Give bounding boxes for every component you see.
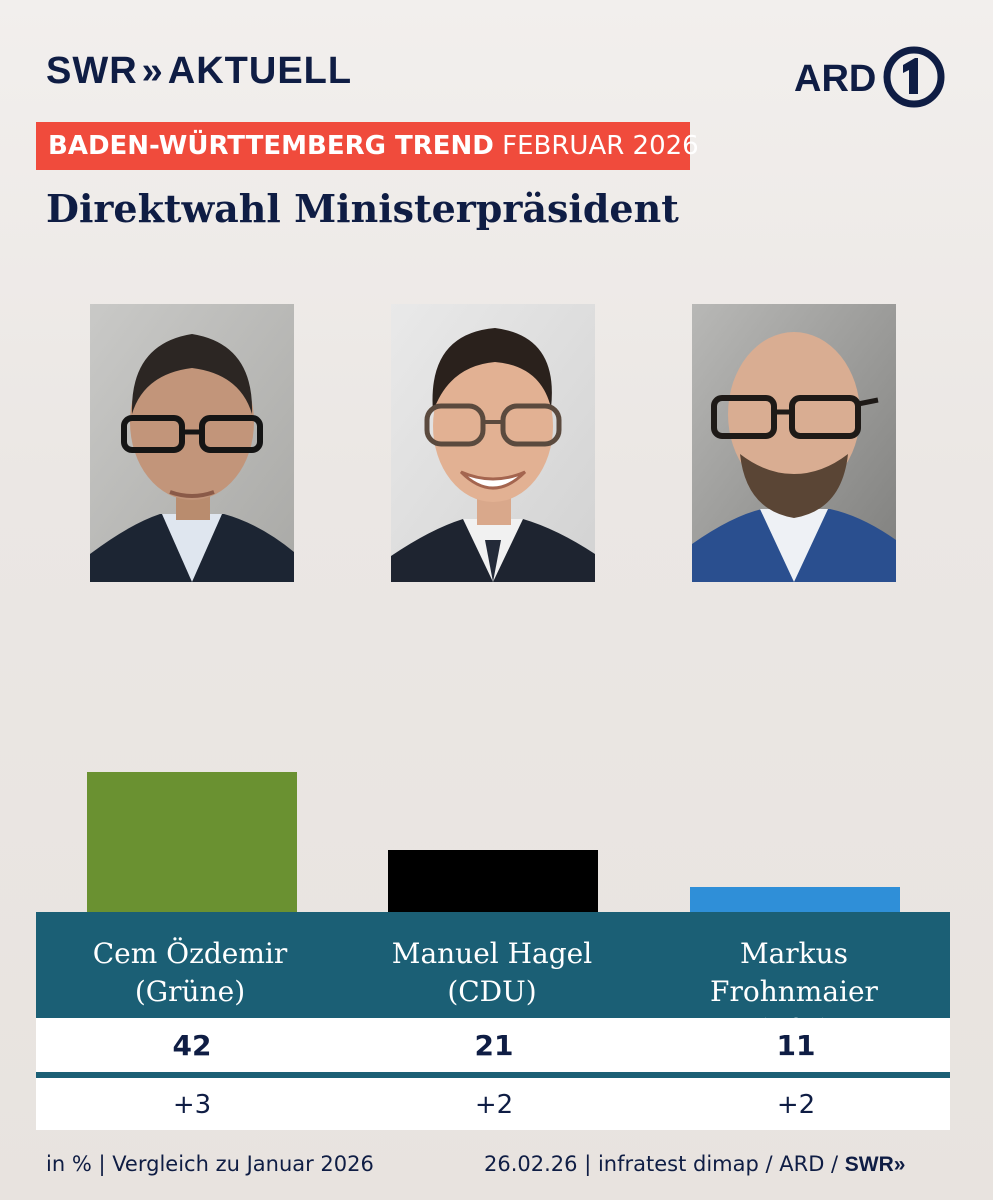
logo-section-text: AKTUELL: [167, 50, 353, 92]
value-row: [36, 1018, 950, 1072]
footer-note: in % | Vergleich zu Januar 2026: [46, 1152, 374, 1176]
ard-logo-text: ARD: [794, 58, 877, 100]
banner-month-text: FEBRUAR 2026: [502, 131, 699, 161]
value-oezdemir: 42: [172, 1029, 212, 1062]
candidate-name: Markus Frohnmaier: [710, 937, 878, 1008]
change-frohnmaier: +2: [776, 1090, 816, 1120]
table-divider: [36, 1072, 950, 1078]
change-row: [36, 1078, 950, 1130]
portrait-hagel: [391, 304, 595, 582]
footer-source-text: 26.02.26 | infratest dimap / ARD /: [484, 1152, 845, 1176]
trend-banner: BADEN-WÜRTTEMBERG TREND FEBRUAR 2026: [36, 122, 699, 170]
candidate-party: (Grüne): [134, 975, 246, 1008]
candidate-label-hagel: Manuel Hagel (CDU): [362, 935, 622, 1011]
candidate-name-band: [36, 912, 950, 1018]
value-hagel: 21: [474, 1029, 514, 1062]
logo-chevrons: »: [141, 50, 163, 92]
candidate-label-oezdemir: Cem Özdemir (Grüne): [60, 935, 320, 1011]
footer-swr-logo: SWR»: [844, 1153, 906, 1176]
change-hagel: +2: [474, 1090, 514, 1120]
change-oezdemir: +3: [172, 1090, 212, 1120]
swr-aktuell-logo: SWR» AKTUELL: [46, 52, 352, 90]
logo-brand-text: SWR: [46, 50, 138, 92]
portrait-oezdemir: [90, 304, 294, 582]
candidate-party: (CDU): [447, 975, 537, 1008]
ard-one-logo: ARD: [790, 40, 950, 115]
footer-source: 26.02.26 | infratest dimap / ARD / SWR»: [484, 1152, 905, 1177]
value-frohnmaier: 11: [776, 1029, 816, 1062]
ard-one-ring-icon: [883, 46, 945, 108]
candidate-name: Manuel Hagel: [391, 937, 593, 970]
portrait-frohnmaier: [692, 304, 896, 582]
bar-oezdemir: [87, 772, 297, 927]
banner-bold-text: BADEN-WÜRTTEMBERG TREND: [48, 131, 494, 161]
candidate-name: Cem Özdemir: [92, 937, 288, 970]
chart-title: Direktwahl Ministerpräsident: [46, 186, 679, 231]
